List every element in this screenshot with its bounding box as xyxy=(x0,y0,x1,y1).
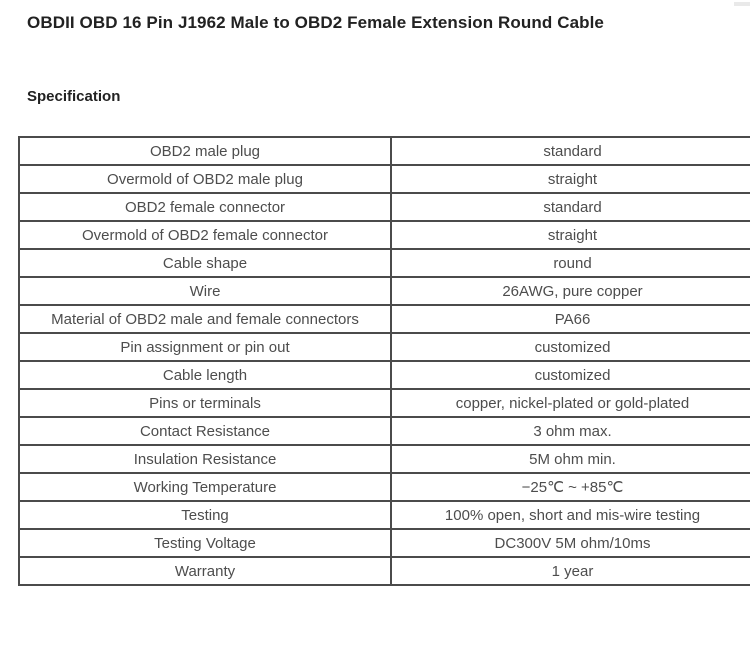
spec-label-cell: OBD2 male plug xyxy=(18,136,392,166)
spec-value-cell: 26AWG, pure copper xyxy=(390,276,750,306)
spec-value-cell: straight xyxy=(390,164,750,194)
table-row: Overmold of OBD2 female connector straig… xyxy=(18,220,750,250)
table-row: Contact Resistance 3 ohm max. xyxy=(18,416,750,446)
table-row: Material of OBD2 male and female connect… xyxy=(18,304,750,334)
spec-value-cell: 5M ohm min. xyxy=(390,444,750,474)
table-row: Testing 100% open, short and mis-wire te… xyxy=(18,500,750,530)
spec-label-cell: Overmold of OBD2 male plug xyxy=(18,164,392,194)
spec-value-cell: customized xyxy=(390,332,750,362)
spec-label-cell: Contact Resistance xyxy=(18,416,392,446)
table-row: Warranty 1 year xyxy=(18,556,750,586)
spec-label-cell: Working Temperature xyxy=(18,472,392,502)
table-row: Pin assignment or pin out customized xyxy=(18,332,750,362)
spec-value-cell: copper, nickel-plated or gold-plated xyxy=(390,388,750,418)
spec-label-cell: Pin assignment or pin out xyxy=(18,332,392,362)
section-heading-specification: Specification xyxy=(27,88,121,105)
spec-value-cell: customized xyxy=(390,360,750,390)
spec-value-cell: standard xyxy=(390,192,750,222)
spec-label-cell: Material of OBD2 male and female connect… xyxy=(18,304,392,334)
table-row: Testing Voltage DC300V 5M ohm/10ms xyxy=(18,528,750,558)
specification-table-body: OBD2 male plug standard Overmold of OBD2… xyxy=(18,136,750,586)
page-title: OBDII OBD 16 Pin J1962 Male to OBD2 Fema… xyxy=(27,13,604,32)
spec-value-cell: standard xyxy=(390,136,750,166)
table-row: Cable length customized xyxy=(18,360,750,390)
spec-label-cell: Warranty xyxy=(18,556,392,586)
table-row: OBD2 female connector standard xyxy=(18,192,750,222)
table-row: OBD2 male plug standard xyxy=(18,136,750,166)
table-row: Pins or terminals copper, nickel-plated … xyxy=(18,388,750,418)
spec-label-cell: Testing xyxy=(18,500,392,530)
table-row: Wire 26AWG, pure copper xyxy=(18,276,750,306)
table-row: Cable shape round xyxy=(18,248,750,278)
spec-label-cell: Insulation Resistance xyxy=(18,444,392,474)
spec-label-cell: Cable length xyxy=(18,360,392,390)
scrollbar-fragment[interactable] xyxy=(734,2,750,6)
specification-table: OBD2 male plug standard Overmold of OBD2… xyxy=(18,136,750,586)
spec-value-cell: 100% open, short and mis-wire testing xyxy=(390,500,750,530)
spec-label-cell: Testing Voltage xyxy=(18,528,392,558)
spec-value-cell: PA66 xyxy=(390,304,750,334)
table-row: Overmold of OBD2 male plug straight xyxy=(18,164,750,194)
table-row: Insulation Resistance 5M ohm min. xyxy=(18,444,750,474)
spec-value-cell: 3 ohm max. xyxy=(390,416,750,446)
spec-label-cell: Pins or terminals xyxy=(18,388,392,418)
spec-label-cell: OBD2 female connector xyxy=(18,192,392,222)
spec-value-cell: −25℃ ~ +85℃ xyxy=(390,472,750,502)
table-row: Working Temperature −25℃ ~ +85℃ xyxy=(18,472,750,502)
spec-label-cell: Cable shape xyxy=(18,248,392,278)
spec-label-cell: Overmold of OBD2 female connector xyxy=(18,220,392,250)
spec-value-cell: DC300V 5M ohm/10ms xyxy=(390,528,750,558)
spec-value-cell: straight xyxy=(390,220,750,250)
spec-value-cell: round xyxy=(390,248,750,278)
spec-value-cell: 1 year xyxy=(390,556,750,586)
spec-label-cell: Wire xyxy=(18,276,392,306)
